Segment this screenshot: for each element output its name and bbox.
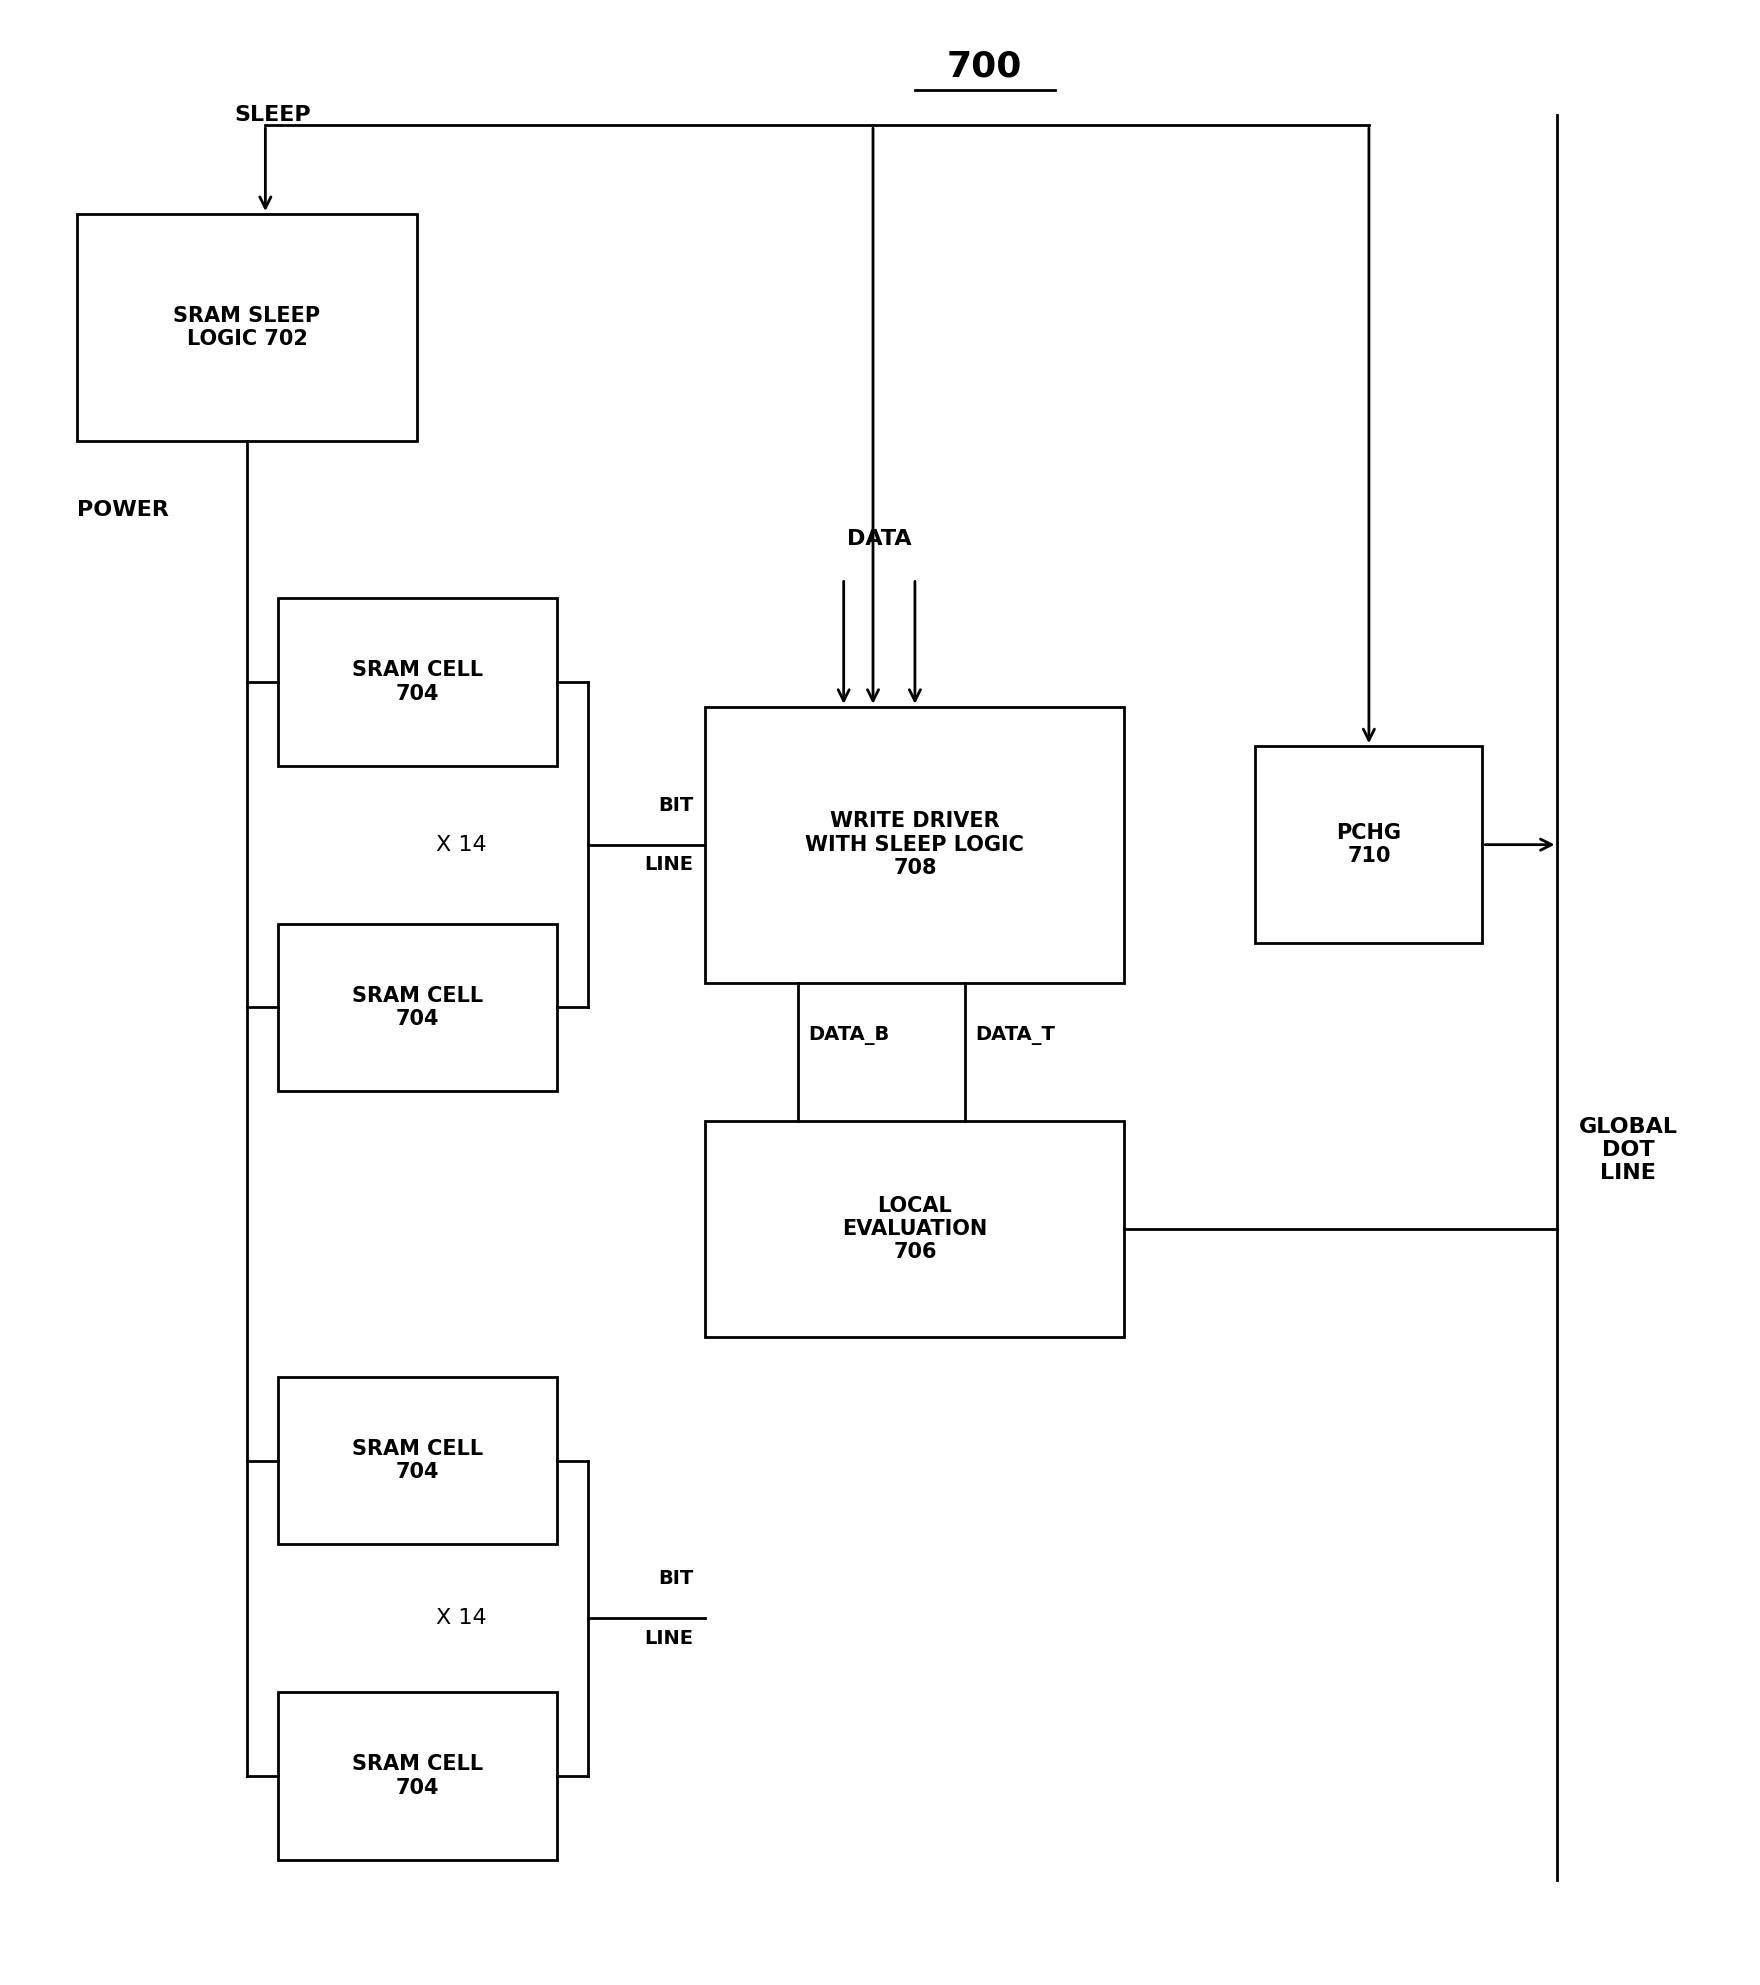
Text: SRAM SLEEP
LOGIC 702: SRAM SLEEP LOGIC 702 (174, 306, 320, 349)
Text: X 14: X 14 (436, 834, 486, 856)
Text: BIT: BIT (658, 796, 693, 814)
Text: SRAM CELL
704: SRAM CELL 704 (352, 1439, 482, 1483)
Bar (278, 1693, 556, 1860)
Text: LINE: LINE (644, 1628, 693, 1648)
Text: SRAM CELL
704: SRAM CELL 704 (352, 661, 482, 703)
Text: SLEEP: SLEEP (234, 105, 310, 125)
Text: 700: 700 (947, 50, 1023, 83)
Text: POWER: POWER (77, 500, 169, 520)
Text: DATA_T: DATA_T (975, 1026, 1056, 1046)
Bar (278, 1378, 556, 1544)
Bar (278, 597, 556, 766)
Text: LINE: LINE (644, 856, 693, 873)
Text: LOCAL
EVALUATION
706: LOCAL EVALUATION 706 (843, 1195, 987, 1262)
Text: PCHG
710: PCHG 710 (1336, 824, 1401, 865)
Text: DATA: DATA (847, 530, 912, 550)
Text: WRITE DRIVER
WITH SLEEP LOGIC
708: WRITE DRIVER WITH SLEEP LOGIC 708 (806, 812, 1024, 877)
Text: SRAM CELL
704: SRAM CELL 704 (352, 987, 482, 1028)
Bar (706, 1122, 1125, 1338)
Bar (1255, 746, 1482, 943)
Text: GLOBAL
DOT
LINE: GLOBAL DOT LINE (1579, 1118, 1677, 1183)
Bar (278, 923, 556, 1092)
Bar (77, 214, 417, 441)
Text: SRAM CELL
704: SRAM CELL 704 (352, 1755, 482, 1798)
Bar (706, 707, 1125, 983)
Text: DATA_B: DATA_B (808, 1026, 889, 1046)
Text: BIT: BIT (658, 1570, 693, 1588)
Text: X 14: X 14 (436, 1608, 486, 1628)
